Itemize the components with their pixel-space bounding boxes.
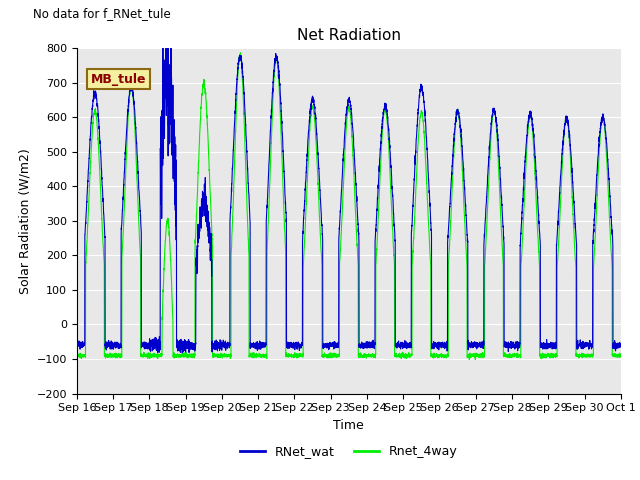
Title: Net Radiation: Net Radiation (297, 28, 401, 43)
Text: No data for f_RNet_tule: No data for f_RNet_tule (33, 7, 171, 20)
Y-axis label: Solar Radiation (W/m2): Solar Radiation (W/m2) (18, 148, 31, 294)
Legend: RNet_wat, Rnet_4way: RNet_wat, Rnet_4way (235, 440, 463, 463)
X-axis label: Time: Time (333, 419, 364, 432)
Text: MB_tule: MB_tule (90, 72, 146, 85)
